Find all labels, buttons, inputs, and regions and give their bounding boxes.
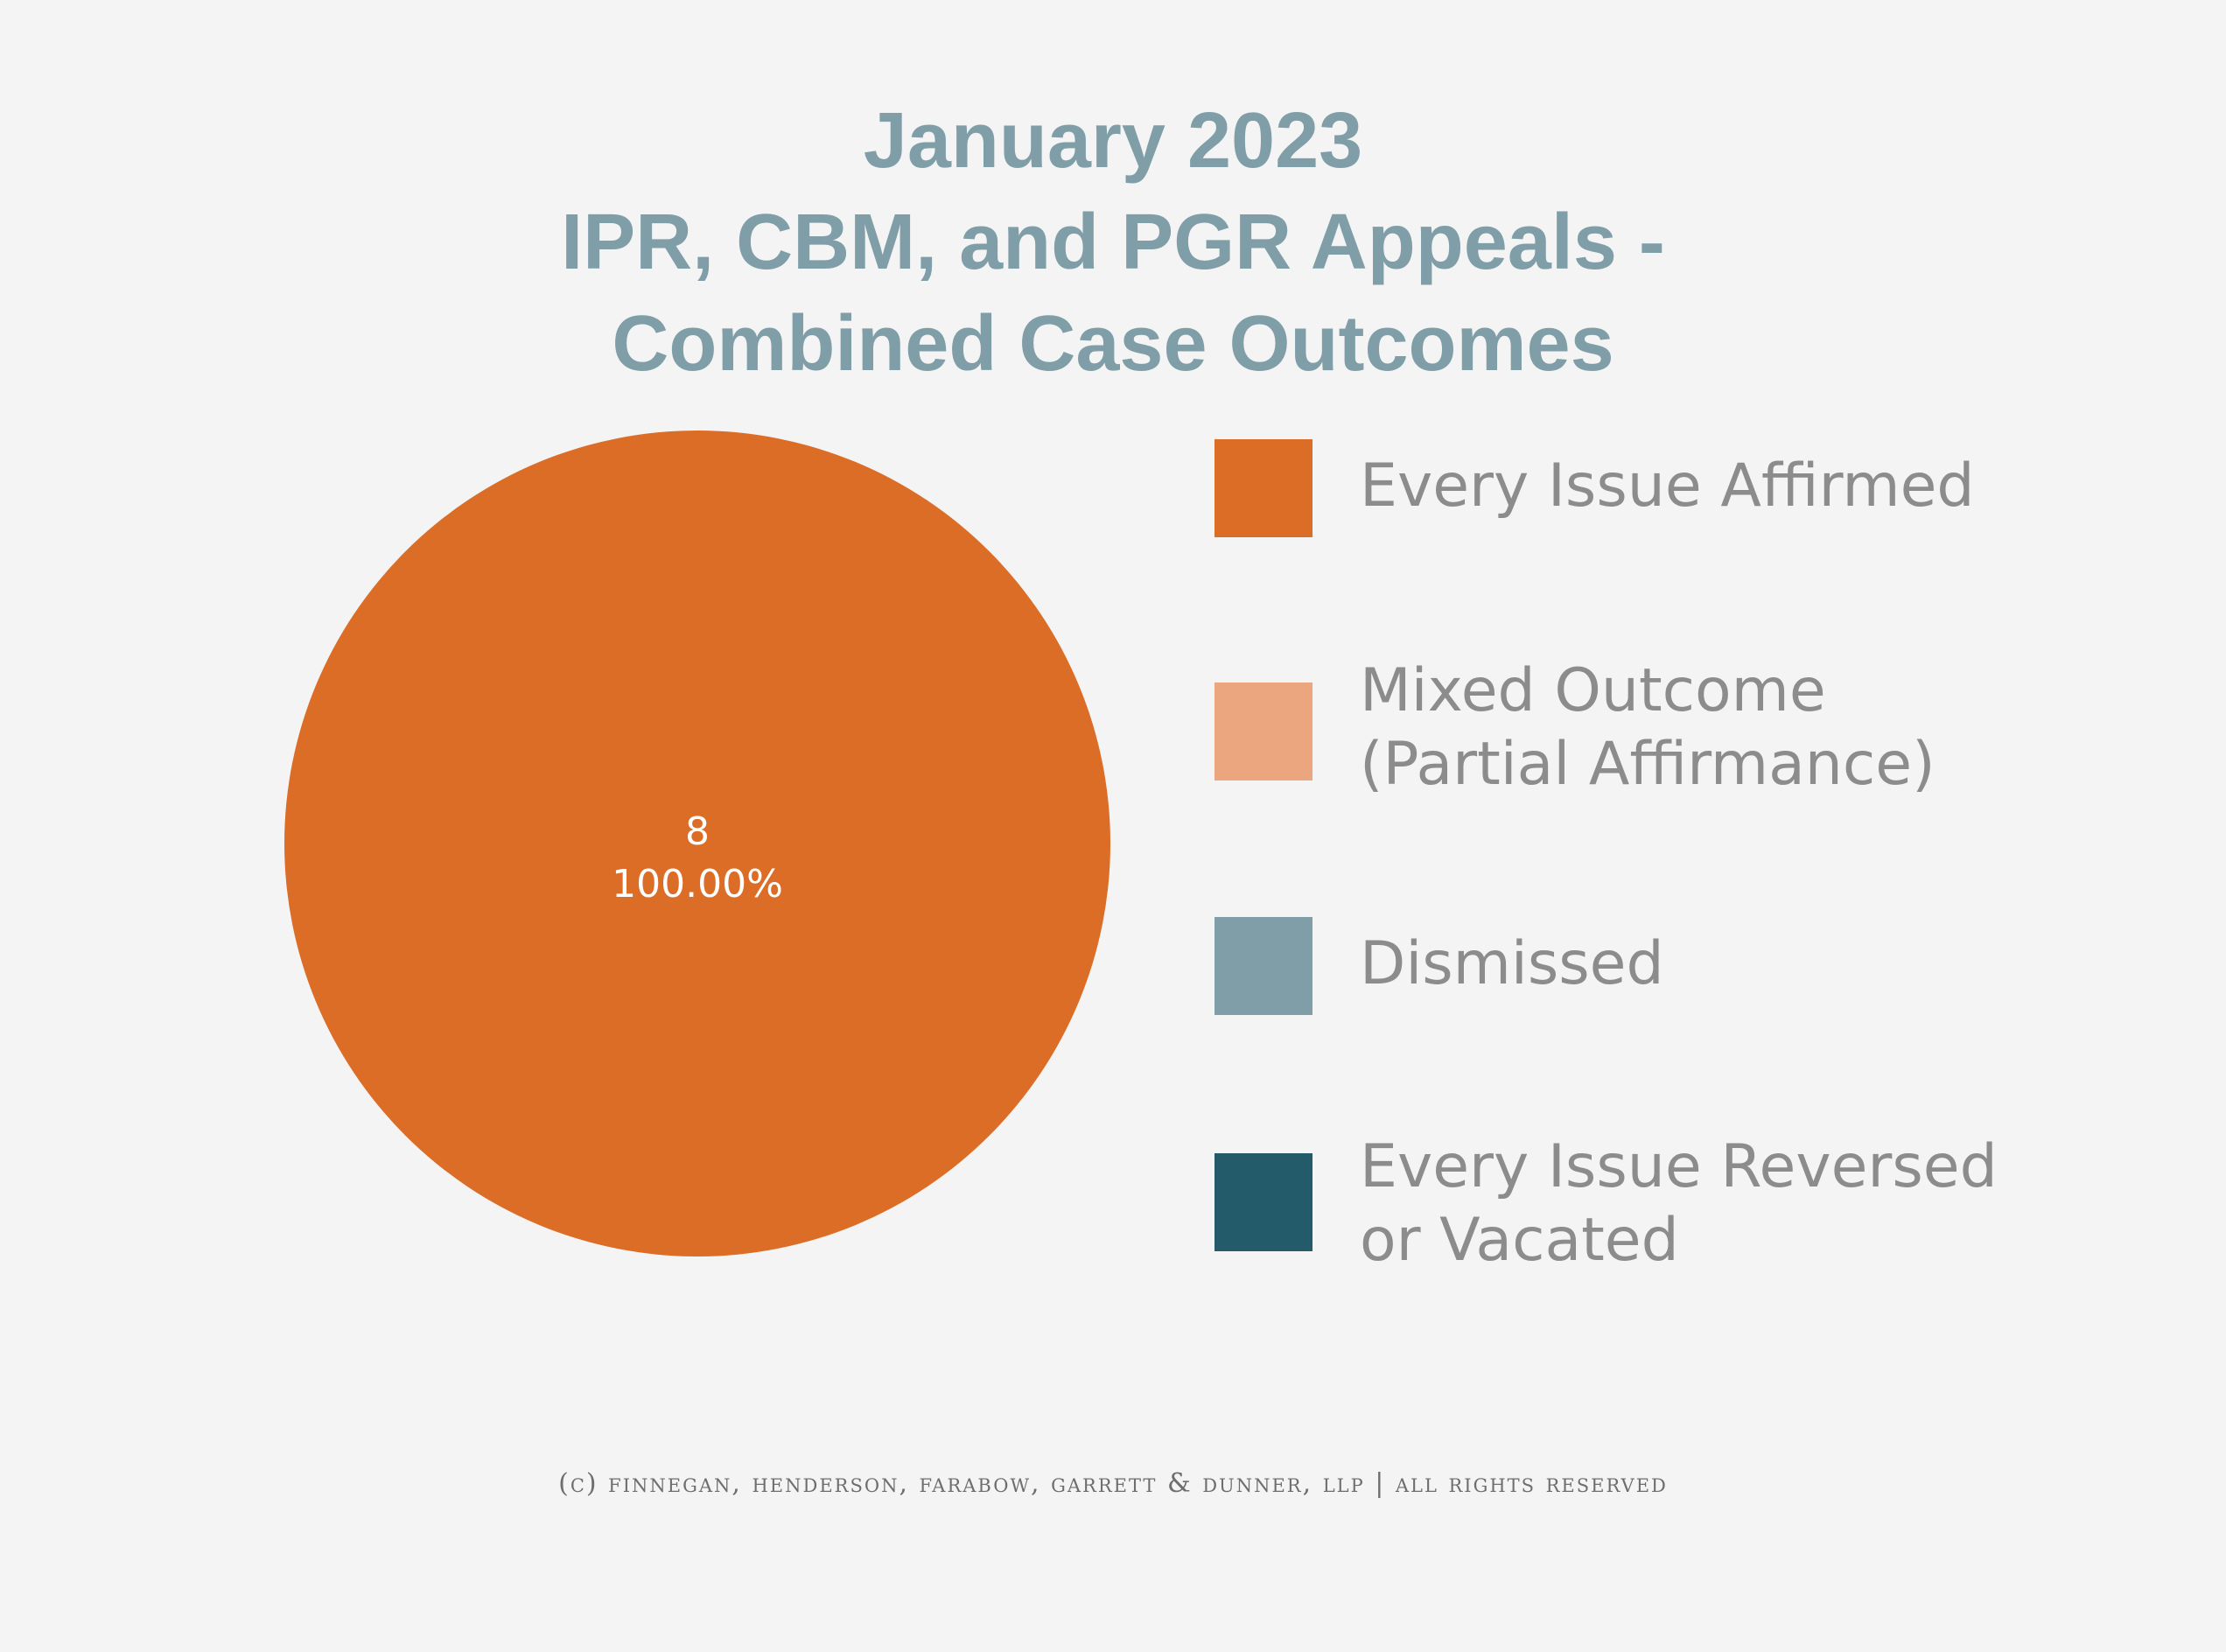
legend-swatch-every-issue-reversed [1214, 1153, 1312, 1251]
legend-label-every-issue-affirmed: Every Issue Affirmed [1360, 452, 1975, 521]
pie-data-label-value: 8 [685, 809, 710, 854]
pie-slices [284, 430, 1110, 1256]
legend-swatch-every-issue-affirmed [1214, 439, 1312, 537]
pie-data-label-percent: 100.00% [612, 862, 783, 906]
copyright-footer: (c) finnegan, henderson, farabow, garret… [558, 1468, 1668, 1499]
legend-label-mixed-outcome: Mixed Outcome (Partial Affirmance) [1360, 656, 1936, 799]
pie-slice-every-issue-affirmed [284, 430, 1110, 1256]
legend-label-dismissed: Dismissed [1360, 929, 1664, 998]
chart-title-line-3: Combined Case Outcomes [612, 300, 1614, 388]
chart-title-line-1: January 2023 [863, 97, 1363, 185]
legend-swatch-dismissed [1214, 917, 1312, 1015]
legend-label-every-issue-reversed: Every Issue Reversed or Vacated [1360, 1132, 1998, 1275]
legend-swatch-mixed-outcome [1214, 682, 1312, 780]
chart-title-line-2: IPR, CBM, and PGR Appeals - [561, 199, 1665, 286]
